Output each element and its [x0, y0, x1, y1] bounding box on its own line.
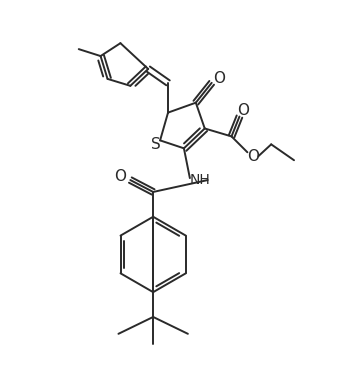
Text: NH: NH	[189, 173, 210, 187]
Text: O: O	[247, 149, 260, 164]
Text: O: O	[115, 169, 126, 184]
Text: O: O	[237, 103, 249, 118]
Text: S: S	[151, 137, 161, 152]
Text: O: O	[213, 71, 226, 86]
